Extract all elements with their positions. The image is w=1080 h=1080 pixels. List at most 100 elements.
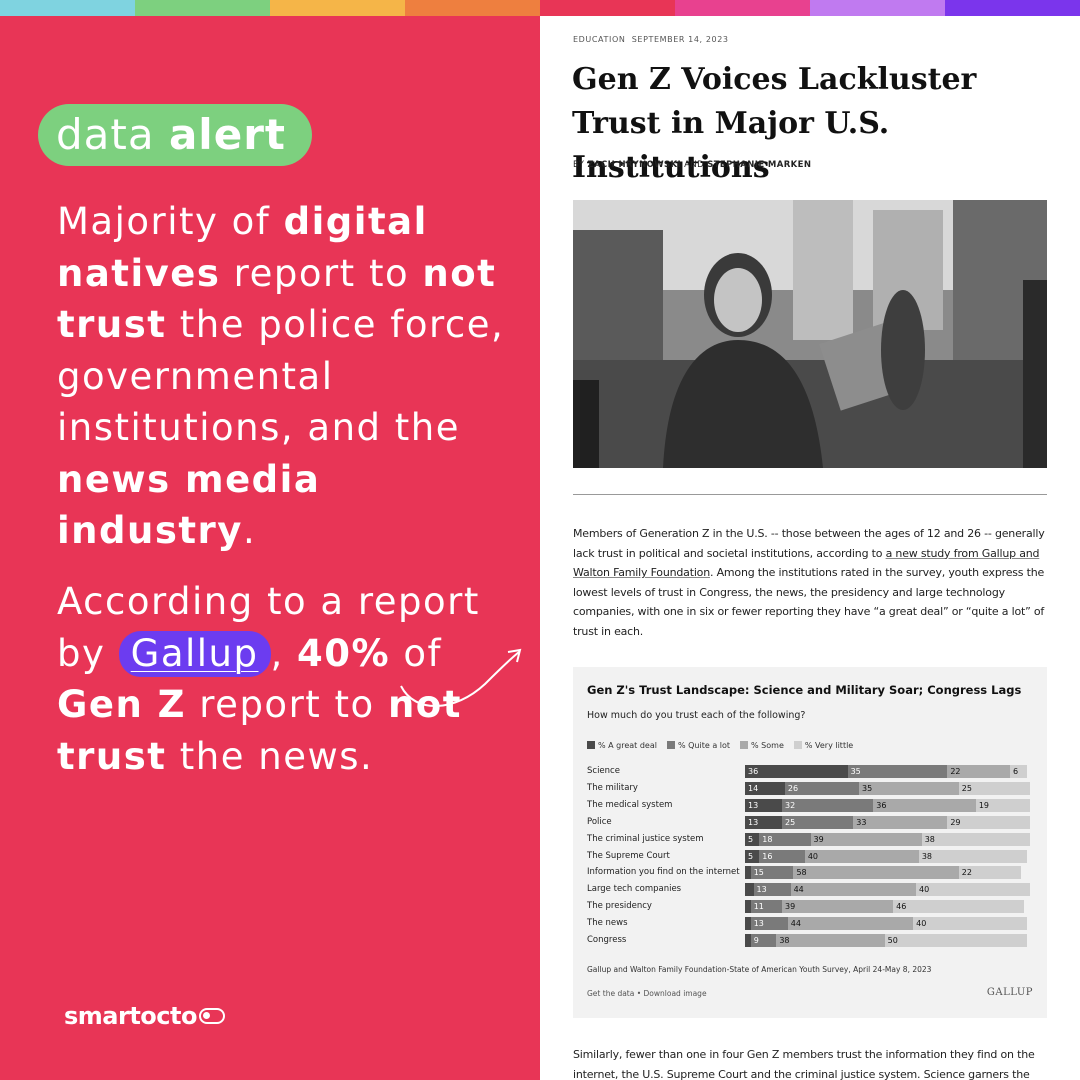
legend-swatch	[666, 741, 675, 749]
article-date: SEPTEMBER 14, 2023	[631, 35, 729, 44]
stacked-bar: 11 39 46	[745, 900, 1025, 914]
bar-segment: 35	[847, 765, 948, 778]
category-label: Information you find on the internet	[587, 867, 740, 878]
bar-segment: 14	[745, 781, 785, 795]
chart-download-links[interactable]: Get the data • Download image	[587, 989, 707, 998]
author-link[interactable]: ZACH HRYNOWSKI	[587, 160, 682, 170]
bar-segment: 13	[745, 815, 783, 829]
bar-segment: 38	[918, 849, 1028, 863]
strip-segment	[0, 0, 135, 16]
bar-segment: 36	[745, 765, 848, 778]
stat-text: the news.	[166, 734, 374, 778]
article-photo	[573, 200, 1047, 468]
bar-segment: 50	[884, 934, 1028, 947]
chart-row: The Supreme Court 5 16 40 38	[587, 849, 1037, 864]
stat-text: According to a report by	[57, 580, 480, 675]
toggle-icon	[198, 1008, 225, 1024]
bar-segment: 29	[947, 815, 1030, 829]
bar-segment: 13	[750, 917, 788, 931]
bar-segment: 40	[804, 849, 919, 863]
bar-segment: 13	[753, 883, 791, 897]
legend-item: % Very little	[793, 741, 854, 750]
bar-segment: 39	[810, 832, 922, 846]
paragraph-text: . Among the institutions rated in the su…	[573, 566, 1045, 638]
bar-segment: 13	[745, 798, 783, 812]
chart-row: Police 13 25 33 29	[587, 815, 1037, 830]
stacked-bar: 36 35 22 6	[745, 765, 1028, 778]
chart-legend: % A great deal % Quite a lot % Some % Very …	[587, 741, 853, 750]
bar-segment: 6	[1010, 765, 1028, 778]
bar-segment: 39	[782, 900, 894, 914]
bar-segment: 22	[958, 866, 1022, 880]
category-label: Science	[587, 766, 620, 776]
byline: BY ZACH HRYNOWSKI AND STEPHANIE MARKEN	[573, 160, 811, 170]
bar-segment: 9	[750, 934, 777, 947]
stat-text: of	[390, 631, 443, 675]
stacked-bar: 9 38 50	[745, 934, 1028, 947]
bar-segment	[745, 934, 751, 947]
article-meta: EDUCATION SEPTEMBER 14, 2023	[573, 35, 729, 44]
category-label: The news	[587, 918, 628, 929]
stacked-bar: 13 44 40	[745, 883, 1030, 897]
stat-bold: Gen Z	[57, 683, 187, 726]
strip-segment	[675, 0, 810, 16]
category-label: The medical system	[587, 799, 673, 810]
gallup-link[interactable]: Gallup	[118, 630, 271, 677]
byline-prefix: BY	[573, 160, 585, 170]
bar-segment	[745, 917, 751, 931]
stat-text: report to	[186, 683, 388, 726]
article-category[interactable]: EDUCATION	[573, 35, 626, 44]
bar-segment: 40	[915, 883, 1030, 897]
bar-segment: 32	[782, 798, 874, 812]
bar-segment: 35	[858, 781, 959, 795]
smartocto-logo: smartocto	[64, 1002, 225, 1030]
strip-segment	[405, 0, 540, 16]
category-label: The Supreme Court	[587, 850, 670, 861]
legend-label: % Some	[751, 741, 784, 750]
article-paragraph: Members of Generation Z in the U.S. -- t…	[573, 524, 1047, 641]
article-panel: EDUCATION SEPTEMBER 14, 2023 Gen Z Voice…	[540, 16, 1080, 1080]
data-alert-pill: data alert	[38, 104, 312, 166]
bar-segment	[745, 866, 751, 880]
legend-label: % Very little	[804, 741, 854, 750]
category-label: The presidency	[587, 901, 652, 912]
bar-segment: 46	[893, 900, 1025, 914]
strip-segment	[270, 0, 405, 16]
bar-segment: 15	[750, 866, 794, 880]
stacked-bar: 15 58 22	[745, 866, 1022, 880]
logo-wordmark: smartocto	[64, 1002, 197, 1030]
headline-bold: news media industry	[57, 457, 321, 553]
headline-text: report to	[220, 251, 423, 295]
bar-segment: 19	[975, 798, 1030, 812]
bar-segment: 44	[790, 883, 916, 897]
chart-row: The medical system 13 32 36 19	[587, 798, 1037, 813]
legend-item: % A great deal	[587, 741, 657, 750]
study-link[interactable]: a new study from Gallup and Walton Famil…	[573, 546, 1040, 580]
legend-swatch	[740, 741, 749, 749]
strip-segment	[810, 0, 945, 16]
trust-chart: Gen Z's Trust Landscape: Science and Mil…	[573, 667, 1047, 1018]
stacked-bar: 14 26 35 25	[745, 781, 1030, 795]
author-link[interactable]: STEPHANIE MARKEN	[707, 160, 812, 170]
category-label: Congress	[587, 935, 627, 945]
bar-segment: 38	[921, 832, 1030, 846]
stat-text: ,	[270, 631, 298, 675]
bar-segment: 25	[782, 815, 854, 829]
byline-and: AND	[684, 160, 705, 170]
bar-segment: 36	[873, 798, 976, 812]
headline-bold: not trust	[57, 251, 497, 347]
bar-segment: 33	[853, 815, 948, 829]
strip-segment	[945, 0, 1080, 16]
stacked-bar: 5 18 39 38	[745, 832, 1030, 846]
pill-word-alert: alert	[168, 110, 286, 159]
stacked-bar: 13 25 33 29	[745, 815, 1030, 829]
stat-bold: 40%	[297, 631, 391, 675]
bar-segment	[745, 883, 754, 897]
chart-source: Gallup and Walton Family Foundation-Stat…	[587, 965, 932, 974]
stacked-bar: 5 16 40 38	[745, 849, 1028, 863]
gallup-brand: GALLUP	[986, 987, 1033, 998]
headline-paragraph: Majority of digital natives report to no…	[57, 196, 517, 557]
bar-segment: 18	[759, 832, 811, 846]
paragraph-text: Members of Generation Z in the U.S. -- t…	[573, 527, 1045, 560]
legend-label: % Quite a lot	[677, 741, 731, 750]
